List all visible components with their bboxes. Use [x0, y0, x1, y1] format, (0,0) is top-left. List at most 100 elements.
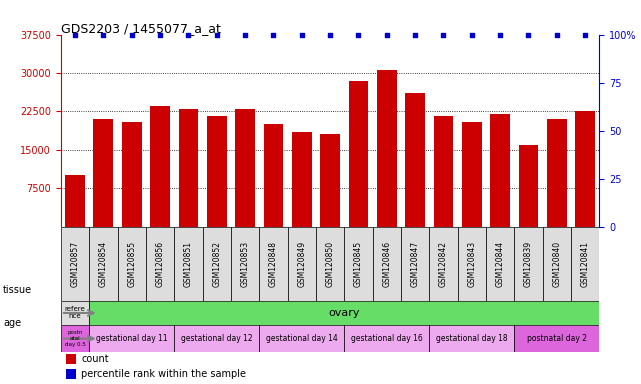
- Bar: [117, 227, 146, 301]
- Point: [98, 31, 108, 38]
- Text: GSM120842: GSM120842: [439, 241, 448, 287]
- Point: [495, 31, 505, 38]
- Bar: [490, 114, 510, 227]
- Text: GSM120839: GSM120839: [524, 241, 533, 287]
- Text: GSM120841: GSM120841: [581, 241, 590, 287]
- Bar: [94, 119, 113, 227]
- Bar: [259, 325, 344, 353]
- Bar: [429, 325, 514, 353]
- Point: [240, 31, 250, 38]
- Point: [325, 31, 335, 38]
- Bar: [575, 111, 595, 227]
- Point: [552, 31, 562, 38]
- Text: GSM120851: GSM120851: [184, 241, 193, 287]
- Bar: [61, 227, 89, 301]
- Point: [297, 31, 307, 38]
- Text: ovary: ovary: [329, 308, 360, 318]
- Bar: [207, 116, 227, 227]
- Bar: [519, 145, 538, 227]
- Point: [212, 31, 222, 38]
- Text: gestational day 16: gestational day 16: [351, 334, 422, 343]
- Text: GSM120855: GSM120855: [128, 241, 137, 287]
- Text: GSM120849: GSM120849: [297, 241, 306, 287]
- Text: age: age: [3, 318, 21, 328]
- Bar: [61, 301, 89, 325]
- Point: [467, 31, 477, 38]
- Bar: [203, 227, 231, 301]
- Bar: [174, 227, 203, 301]
- Bar: [122, 122, 142, 227]
- Text: postnatal day 2: postnatal day 2: [527, 334, 587, 343]
- Text: GSM120852: GSM120852: [212, 241, 221, 287]
- Bar: [66, 369, 76, 379]
- Bar: [65, 175, 85, 227]
- Text: GSM120848: GSM120848: [269, 241, 278, 287]
- Text: GSM120856: GSM120856: [156, 241, 165, 287]
- Bar: [571, 227, 599, 301]
- Point: [580, 31, 590, 38]
- Bar: [433, 116, 453, 227]
- Bar: [66, 354, 76, 364]
- Bar: [547, 119, 567, 227]
- Text: GSM120844: GSM120844: [495, 241, 504, 287]
- Point: [523, 31, 533, 38]
- Point: [70, 31, 80, 38]
- Bar: [377, 70, 397, 227]
- Text: count: count: [81, 354, 109, 364]
- Bar: [372, 227, 401, 301]
- Text: GSM120846: GSM120846: [382, 241, 391, 287]
- Text: gestational day 18: gestational day 18: [436, 334, 508, 343]
- Text: tissue: tissue: [3, 285, 32, 295]
- Text: GDS2203 / 1455077_a_at: GDS2203 / 1455077_a_at: [61, 22, 221, 35]
- Bar: [514, 227, 543, 301]
- Point: [410, 31, 420, 38]
- Point: [381, 31, 392, 38]
- Point: [353, 31, 363, 38]
- Bar: [316, 227, 344, 301]
- Text: GSM120854: GSM120854: [99, 241, 108, 287]
- Bar: [462, 122, 482, 227]
- Point: [438, 31, 449, 38]
- Text: gestational day 12: gestational day 12: [181, 334, 253, 343]
- Text: refere
nce: refere nce: [65, 306, 85, 319]
- Text: GSM120857: GSM120857: [71, 241, 79, 287]
- Text: GSM120847: GSM120847: [411, 241, 420, 287]
- Bar: [231, 227, 259, 301]
- Bar: [401, 227, 429, 301]
- Text: gestational day 11: gestational day 11: [96, 334, 167, 343]
- Text: gestational day 14: gestational day 14: [266, 334, 338, 343]
- Point: [269, 31, 279, 38]
- Bar: [263, 124, 283, 227]
- Bar: [429, 227, 458, 301]
- Bar: [292, 132, 312, 227]
- Bar: [178, 109, 198, 227]
- Point: [183, 31, 194, 38]
- Bar: [543, 227, 571, 301]
- Text: GSM120853: GSM120853: [240, 241, 249, 287]
- Text: postn
atal
day 0.5: postn atal day 0.5: [65, 330, 85, 347]
- Text: GSM120845: GSM120845: [354, 241, 363, 287]
- Bar: [405, 93, 425, 227]
- Bar: [486, 227, 514, 301]
- Text: percentile rank within the sample: percentile rank within the sample: [81, 369, 246, 379]
- Bar: [259, 227, 288, 301]
- Bar: [288, 227, 316, 301]
- Bar: [89, 227, 117, 301]
- Point: [155, 31, 165, 38]
- Bar: [514, 325, 599, 353]
- Bar: [235, 109, 255, 227]
- Bar: [344, 227, 372, 301]
- Text: GSM120850: GSM120850: [326, 241, 335, 287]
- Bar: [344, 325, 429, 353]
- Bar: [458, 227, 486, 301]
- Point: [127, 31, 137, 38]
- Bar: [349, 81, 369, 227]
- Text: GSM120840: GSM120840: [553, 241, 562, 287]
- Bar: [89, 325, 174, 353]
- Bar: [320, 134, 340, 227]
- Text: GSM120843: GSM120843: [467, 241, 476, 287]
- Bar: [61, 325, 89, 353]
- Bar: [150, 106, 170, 227]
- Bar: [146, 227, 174, 301]
- Bar: [174, 325, 259, 353]
